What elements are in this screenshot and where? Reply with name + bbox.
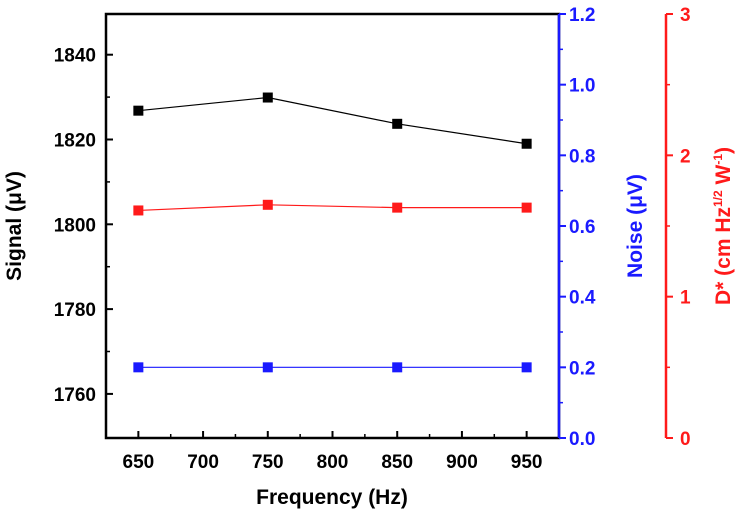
dstar-title-sup2: -1 [711, 154, 725, 165]
signal-tick-label: 1760 [54, 385, 96, 406]
signal-point [133, 105, 144, 116]
noise-axis-title: Noise (μV) [624, 174, 647, 278]
x-tick-label: 700 [187, 452, 219, 473]
noise-tick-label: 0.8 [569, 146, 595, 167]
noise-tick-label: 0.0 [569, 429, 595, 450]
dstar-point [521, 202, 532, 213]
dstar-series-line [138, 204, 527, 212]
dstar-tick-label: 0 [680, 429, 691, 450]
dstar-title-end: ) [712, 147, 735, 154]
dstar-title-sup1: 1/2 [711, 190, 725, 207]
x-tick-label: 800 [317, 452, 349, 473]
dstar-tick-label: 1 [680, 288, 691, 309]
noise-tick-label: 0.2 [569, 358, 595, 379]
x-tick-label: 750 [252, 452, 284, 473]
signal-point [262, 92, 273, 103]
dstar-title-mid: W [712, 164, 735, 190]
signal-point [521, 138, 532, 149]
noise-tick-label: 0.6 [569, 217, 595, 238]
signal-tick-label: 1780 [54, 300, 96, 321]
dstar-point [262, 199, 273, 210]
x-tick-label: 850 [381, 452, 413, 473]
signal-axis: 1760 1780 1800 1820 1840 [54, 46, 113, 406]
signal-point [392, 118, 403, 129]
noise-axis: 0.0 0.2 0.4 0.6 0.8 1.0 1.2 [557, 5, 596, 450]
dstar-axis: 0 1 2 3 [664, 5, 691, 450]
x-axis: 650 700 750 800 850 900 950 [123, 431, 543, 473]
noise-tick-label: 1.0 [569, 76, 595, 97]
dstar-axis-title: D* (cm Hz1/2 W-1) [711, 147, 735, 305]
dstar-tick-label: 2 [680, 146, 691, 167]
noise-point [133, 362, 144, 373]
noise-tick-label: 0.4 [569, 288, 596, 309]
series-layer [133, 92, 532, 373]
signal-series-line [138, 96, 527, 145]
signal-axis-title: Signal (μV) [3, 171, 26, 281]
signal-tick-label: 1800 [54, 215, 96, 236]
noise-point [521, 362, 532, 373]
dstar-point [392, 202, 403, 213]
signal-tick-label: 1840 [54, 46, 96, 67]
dstar-point [133, 205, 144, 216]
noise-point [392, 362, 403, 373]
x-tick-label: 650 [123, 452, 155, 473]
signal-tick-label: 1820 [54, 131, 96, 152]
noise-tick-label: 1.2 [569, 5, 595, 26]
plot-frame [104, 12, 561, 440]
x-tick-label: 900 [446, 452, 478, 473]
x-tick-label: 950 [511, 452, 543, 473]
noise-point [262, 362, 273, 373]
dstar-tick-label: 3 [680, 5, 691, 26]
dstar-title-main: D* (cm Hz [712, 207, 735, 305]
x-axis-title: Frequency (Hz) [256, 486, 408, 509]
